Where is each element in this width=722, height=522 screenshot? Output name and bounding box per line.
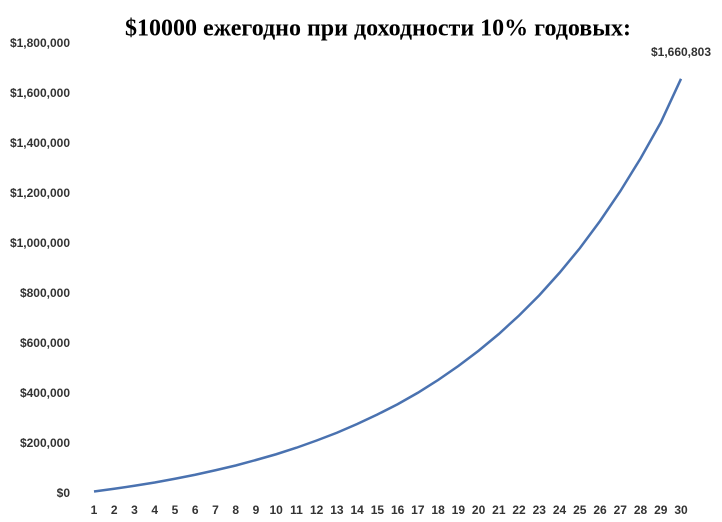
y-tick-label: $200,000 [20,436,70,450]
x-tick-label: 2 [111,503,118,517]
x-tick-label: 26 [593,503,607,517]
y-tick-label: $1,600,000 [10,86,70,100]
x-tick-label: 29 [654,503,668,517]
x-tick-label: 4 [151,503,158,517]
y-tick-label: $600,000 [20,336,70,350]
y-tick-label: $800,000 [20,286,70,300]
x-tick-label: 12 [310,503,324,517]
x-tick-label: 6 [192,503,199,517]
x-tick-label: 27 [614,503,628,517]
x-tick-label: 23 [533,503,547,517]
chart-title: $10000 ежегодно при доходности 10% годов… [125,16,631,42]
x-tick-label: 20 [472,503,486,517]
x-tick-label: 11 [290,503,303,517]
x-tick-label: 13 [330,503,344,517]
x-tick-label: 16 [391,503,405,517]
line [93,78,683,493]
x-tick-label: 19 [452,503,466,517]
x-tick-label: 14 [350,503,364,517]
x-tick-label: 3 [131,503,138,517]
y-tick-label: $1,800,000 [10,36,70,50]
x-tick-label: 22 [512,503,526,517]
x-tick-label: 15 [371,503,385,517]
x-tick-label: 10 [269,503,283,517]
x-tick-label: 25 [573,503,587,517]
data-label: $1,660,803 [651,45,711,59]
x-tick-label: 18 [431,503,445,517]
x-tick-label: 21 [492,503,506,517]
y-tick-label: $1,000,000 [10,236,70,250]
x-tick-label: 9 [253,503,260,517]
x-tick-label: 1 [91,503,98,517]
x-tick-label: 17 [411,503,425,517]
x-tick-label: 7 [212,503,219,517]
x-tick-label: 30 [674,503,688,517]
y-tick-label: $0 [57,486,71,500]
x-tick-label: 5 [172,503,179,517]
y-tick-label: $1,200,000 [10,186,70,200]
x-tick-label: 8 [232,503,239,517]
y-tick-label: $1,400,000 [10,136,70,150]
y-tick-label: $400,000 [20,386,70,400]
x-tick-label: 28 [634,503,648,517]
x-tick-label: 24 [553,503,567,517]
